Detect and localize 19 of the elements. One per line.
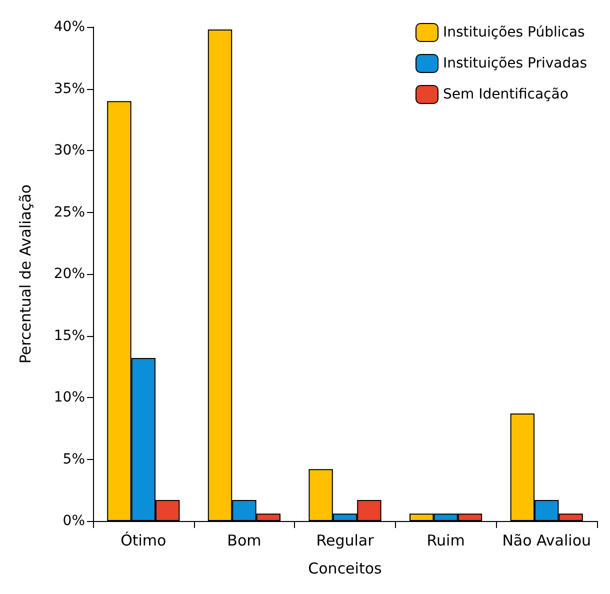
legend-label: Instituições Privadas	[442, 56, 588, 72]
legend-label: Sem Identificação	[442, 86, 568, 102]
y-tick-label: 25%	[54, 204, 85, 220]
x-tick-label: Bom	[227, 532, 262, 550]
y-tick-label: 20%	[54, 266, 85, 282]
y-axis-title: Percentual de Avaliação	[16, 184, 34, 364]
y-tick-label: 0%	[62, 513, 85, 529]
x-tick-label: Não Avaliou	[502, 532, 592, 550]
x-tick-label: Regular	[316, 532, 375, 550]
x-axis-title: Conceitos	[308, 560, 382, 578]
y-tick-label: 30%	[54, 142, 85, 158]
x-tick-label: Ruim	[426, 532, 465, 550]
legend-label: Instituições Públicas	[442, 24, 585, 40]
y-tick-label: 5%	[62, 451, 85, 468]
y-tick-label: 35%	[54, 80, 85, 97]
x-tick-label: Ótimo	[120, 532, 166, 550]
y-tick-label: 10%	[54, 390, 85, 406]
y-tick-label: 40%	[54, 19, 85, 35]
y-tick-label: 15%	[54, 328, 85, 344]
